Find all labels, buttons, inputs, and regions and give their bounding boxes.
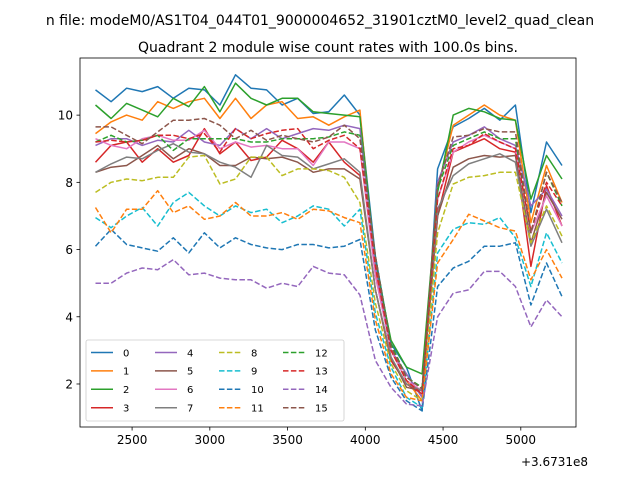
y-axis: 2 4 6 8 10: [58, 109, 80, 391]
series-line-7: [95, 142, 563, 392]
legend-label-1: 1: [123, 367, 129, 378]
legend-label-3: 3: [123, 404, 129, 415]
legend-label-8: 8: [251, 348, 257, 359]
series-line-6: [95, 129, 563, 392]
x-tick-label: 5000: [506, 433, 537, 447]
series-line-1: [95, 97, 563, 402]
series-line-8: [95, 154, 563, 402]
legend-label-14: 14: [315, 385, 328, 396]
figure-suptitle: n file: modeM0/AS1T04_044T01_9000004652_…: [46, 13, 594, 29]
y-tick-label: 2: [65, 377, 73, 391]
x-tick-label: 4000: [350, 433, 381, 447]
legend-label-0: 0: [123, 348, 129, 359]
chart-title: Quadrant 2 module wise count rates with …: [138, 40, 518, 56]
series-line-10: [94, 228, 563, 412]
legend-label-10: 10: [251, 385, 264, 396]
y-tick-label: 6: [65, 243, 73, 257]
legend-label-12: 12: [315, 348, 328, 359]
x-tick-label: 3500: [272, 433, 303, 447]
series-layer: [94, 74, 563, 412]
series-line-2: [95, 82, 563, 375]
series-line-15: [95, 117, 563, 390]
series-line-13: [95, 127, 563, 395]
y-tick-label: 4: [65, 310, 73, 324]
legend-box: [85, 339, 345, 422]
legend-label-5: 5: [187, 367, 193, 378]
series-line-14: [95, 258, 563, 407]
plot-frame: [79, 57, 577, 428]
legend-label-13: 13: [315, 367, 328, 378]
series-line-9: [95, 191, 563, 409]
x-axis: 2500 3000 3500 4000 4500 5000: [117, 427, 536, 447]
legend-label-4: 4: [187, 348, 193, 359]
series-line-5: [95, 144, 563, 392]
y-tick-label: 8: [65, 176, 73, 190]
legend-label-7: 7: [187, 404, 193, 415]
x-tick-label: 3000: [195, 433, 226, 447]
y-tick-label: 10: [58, 109, 73, 123]
legend-label-6: 6: [187, 385, 193, 396]
x-tick-label: 4500: [428, 433, 459, 447]
legend-label-11: 11: [251, 404, 264, 415]
series-line-4: [95, 124, 563, 399]
legend-label-15: 15: [315, 404, 328, 415]
series-line-11: [94, 189, 563, 402]
series-line-12: [95, 131, 563, 389]
legend-label-9: 9: [251, 367, 257, 378]
x-axis-offset-label: +3.6731e8: [521, 455, 588, 469]
x-tick-label: 2500: [117, 433, 148, 447]
legend-label-2: 2: [123, 385, 129, 396]
